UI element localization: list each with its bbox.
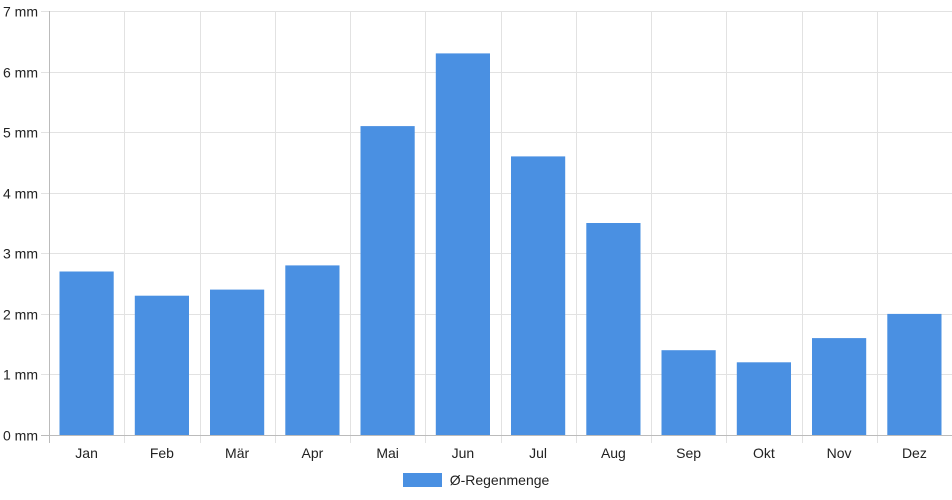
x-tick-label: Dez bbox=[902, 445, 927, 461]
bar bbox=[59, 271, 114, 435]
y-tick-label: 1 mm bbox=[3, 367, 38, 383]
bar bbox=[285, 265, 340, 435]
legend-swatch bbox=[402, 473, 442, 487]
bar bbox=[134, 295, 189, 435]
x-tick-label: Jan bbox=[75, 445, 98, 461]
legend: Ø-Regenmenge bbox=[0, 472, 952, 488]
x-tick-label: Mai bbox=[376, 445, 399, 461]
grid-lines bbox=[41, 11, 952, 443]
y-axis-labels: 0 mm 1 mm 2 mm 3 mm 4 mm 5 mm 6 mm 7 mm bbox=[3, 4, 38, 444]
y-tick-label: 7 mm bbox=[3, 4, 38, 20]
bar bbox=[210, 289, 265, 435]
bar bbox=[736, 362, 791, 435]
bar bbox=[887, 313, 942, 435]
bar bbox=[511, 156, 566, 435]
bar bbox=[360, 126, 415, 435]
bars-group bbox=[59, 53, 942, 436]
x-tick-label: Sep bbox=[676, 445, 701, 461]
x-tick-label: Jun bbox=[452, 445, 475, 461]
y-tick-label: 0 mm bbox=[3, 428, 38, 444]
bar bbox=[812, 338, 867, 435]
x-tick-label: Feb bbox=[150, 445, 174, 461]
y-tick-label: 4 mm bbox=[3, 186, 38, 202]
bar bbox=[586, 223, 641, 435]
legend-label: Ø-Regenmenge bbox=[449, 472, 550, 488]
x-tick-label: Okt bbox=[753, 445, 775, 461]
x-axis-labels: Jan Feb Mär Apr Mai Jun Jul Aug Sep Okt Nov Dez bbox=[75, 445, 927, 461]
x-tick-label: Nov bbox=[827, 445, 852, 461]
y-tick-label: 5 mm bbox=[3, 125, 38, 141]
bar bbox=[661, 350, 716, 435]
y-tick-label: 3 mm bbox=[3, 246, 38, 262]
y-tick-label: 6 mm bbox=[3, 65, 38, 81]
x-tick-label: Apr bbox=[302, 445, 324, 461]
x-tick-label: Jul bbox=[529, 445, 547, 461]
bar bbox=[435, 53, 490, 436]
x-tick-label: Mär bbox=[225, 445, 249, 461]
x-tick-label: Aug bbox=[601, 445, 626, 461]
y-tick-label: 2 mm bbox=[3, 307, 38, 323]
